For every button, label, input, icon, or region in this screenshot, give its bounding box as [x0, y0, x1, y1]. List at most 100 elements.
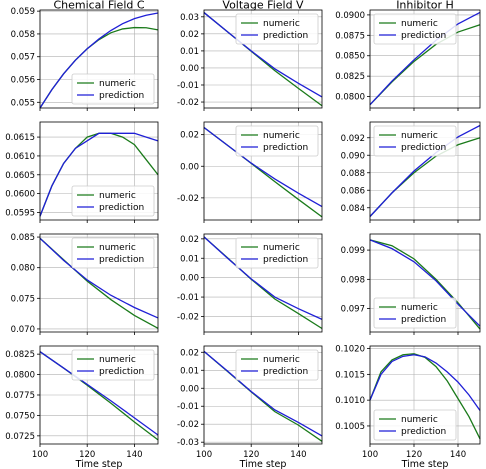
- subplot-1: 0.055 0.056 0.057 0.058 0.059 numeric predicti…: [11, 0, 159, 111]
- y-tick-label: 0.0725: [5, 432, 35, 442]
- legend-box: [71, 73, 155, 105]
- series-line-prediction: [369, 124, 481, 217]
- subplot-11: 0.02 0.01 0.00 -0.01 -0.02 -0.03 100 120 140 nume…: [177, 345, 323, 469]
- legend-label-numeric: numeric: [401, 131, 438, 141]
- series-line-prediction: [369, 354, 481, 411]
- subplot-5: 0.02 0.00 -0.02 numeric prediction: [177, 121, 323, 223]
- series-line-prediction: [39, 237, 159, 319]
- legend-label-prediction: prediction: [263, 143, 308, 153]
- y-tick-label: 0.0610: [5, 152, 35, 162]
- legend-label-prediction: prediction: [263, 367, 308, 377]
- legend-box: [235, 237, 319, 269]
- legend-label-prediction: prediction: [263, 31, 308, 41]
- x-axis-label: Time step: [75, 459, 123, 469]
- legend-label-numeric: numeric: [401, 303, 438, 313]
- legend-label-numeric: numeric: [263, 19, 300, 29]
- plot-frame: [39, 121, 159, 221]
- x-tick-label: 140: [450, 450, 466, 460]
- legend-label-prediction: prediction: [99, 91, 144, 101]
- subplot-title: Chemical Field C: [53, 0, 144, 12]
- y-tick-label: 0.092: [341, 134, 365, 144]
- y-tick-label: 0.0595: [5, 208, 35, 218]
- legend: numeric prediction: [235, 13, 319, 45]
- x-axis-label: Time step: [401, 459, 449, 469]
- y-tick-label: 0.0750: [5, 411, 35, 421]
- y-tick-label: 0.057: [11, 53, 35, 63]
- plot-frame: [369, 9, 481, 109]
- legend-label-prediction: prediction: [99, 203, 144, 213]
- y-tick-label: 0.099: [341, 246, 365, 256]
- y-tick-label: -0.02: [177, 420, 199, 430]
- plot-frame: [39, 9, 159, 109]
- x-tick-label: 100: [32, 450, 48, 460]
- y-tick-label: -0.02: [177, 194, 199, 204]
- y-tick-label: 0.0850: [335, 52, 365, 62]
- legend-label-numeric: numeric: [99, 79, 136, 89]
- subplot-3: 0.0800 0.0825 0.0850 0.0875 0.0900 numeric pre…: [335, 0, 481, 111]
- legend-label-prediction: prediction: [401, 427, 446, 437]
- legend-label-numeric: numeric: [99, 191, 136, 201]
- legend-box: [373, 297, 457, 329]
- y-tick-label: 0.1020: [335, 345, 365, 355]
- series-line-prediction: [203, 127, 323, 208]
- y-tick-label: 0.055: [11, 98, 35, 108]
- legend: numeric prediction: [373, 409, 457, 441]
- y-tick-label: 0.097: [341, 305, 365, 315]
- y-tick-label: 0.01: [180, 47, 199, 57]
- legend-label-numeric: numeric: [99, 243, 136, 253]
- y-tick-label: 0.01: [180, 366, 199, 376]
- y-tick-label: 0.02: [180, 30, 199, 40]
- legend: numeric prediction: [235, 349, 319, 381]
- y-tick-label: 0.00: [180, 64, 199, 74]
- y-tick-label: 0.1015: [335, 370, 365, 380]
- y-tick-label: 0.00: [180, 162, 199, 172]
- y-tick-label: -0.01: [177, 402, 199, 412]
- series-line-prediction: [39, 351, 159, 436]
- legend-label-prediction: prediction: [401, 315, 446, 325]
- y-tick-label: 0.0800: [335, 93, 365, 103]
- x-tick-label: 120: [79, 450, 95, 460]
- series-line-prediction: [369, 11, 481, 106]
- legend-label-prediction: prediction: [263, 255, 308, 265]
- plot-frame: [39, 345, 159, 445]
- legend: numeric prediction: [373, 13, 457, 45]
- legend-label-numeric: numeric: [401, 415, 438, 425]
- legend: numeric prediction: [71, 185, 155, 217]
- y-tick-label: 0.056: [11, 76, 35, 86]
- x-tick-label: 120: [406, 450, 422, 460]
- series-line-prediction: [203, 350, 323, 437]
- y-tick-label: 0.084: [341, 204, 365, 214]
- legend-label-numeric: numeric: [99, 355, 136, 365]
- y-tick-label: 0.098: [341, 275, 365, 285]
- y-tick-label: 0.03: [180, 13, 199, 23]
- legend: numeric prediction: [235, 237, 319, 269]
- legend-box: [71, 349, 155, 381]
- x-tick-label: 100: [196, 450, 212, 460]
- series-line-prediction: [369, 239, 481, 327]
- y-tick-label: 0.0875: [335, 31, 365, 41]
- legend-box: [235, 13, 319, 45]
- y-tick-label: 0.0775: [5, 391, 35, 401]
- plot-frame: [369, 121, 481, 221]
- y-tick-label: 0.0825: [335, 72, 365, 82]
- legend-box: [71, 237, 155, 269]
- subplot-12: 0.1005 0.1010 0.1015 0.1020 100 120 140 numeric…: [335, 345, 481, 469]
- y-tick-label: 0.00: [180, 384, 199, 394]
- legend: numeric prediction: [373, 297, 457, 329]
- y-tick-label: 0.1010: [335, 396, 365, 406]
- plot-frame: [369, 233, 481, 333]
- y-tick-label: 0.0615: [5, 133, 35, 143]
- x-tick-label: 140: [126, 450, 142, 460]
- subplot-8: 0.02 0.01 0.00 -0.01 -0.02 numeric prediction: [177, 233, 323, 335]
- legend-box: [235, 125, 319, 157]
- y-tick-label: 0.1005: [335, 422, 365, 432]
- legend: numeric prediction: [373, 125, 457, 157]
- plot-frame: [203, 233, 323, 333]
- legend: numeric prediction: [71, 73, 155, 105]
- subplot-title: Inhibitor H: [396, 0, 454, 12]
- plot-frame: [203, 9, 323, 109]
- y-tick-label: 0.0825: [5, 350, 35, 360]
- subplot-7: 0.070 0.075 0.080 0.085 numeric prediction: [11, 233, 159, 335]
- subplot-title: Voltage Field V: [222, 0, 304, 12]
- y-tick-label: 0.0800: [5, 371, 35, 381]
